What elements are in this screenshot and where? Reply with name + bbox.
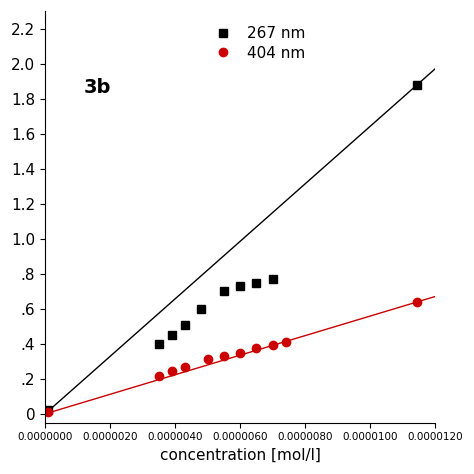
267 nm <box>221 289 227 294</box>
404 nm <box>46 409 51 415</box>
404 nm <box>182 364 188 369</box>
Line: 267 nm: 267 nm <box>44 81 421 415</box>
Text: 3b: 3b <box>84 78 111 98</box>
267 nm <box>156 341 162 346</box>
267 nm <box>198 306 204 311</box>
267 nm <box>182 322 188 328</box>
267 nm <box>46 408 51 413</box>
267 nm <box>270 276 275 282</box>
404 nm <box>221 353 227 359</box>
Line: 404 nm: 404 nm <box>44 298 421 416</box>
404 nm <box>270 342 275 347</box>
404 nm <box>169 368 175 374</box>
Legend: 267 nm, 404 nm: 267 nm, 404 nm <box>209 23 309 64</box>
404 nm <box>237 350 243 356</box>
404 nm <box>254 346 259 351</box>
267 nm <box>254 280 259 285</box>
X-axis label: concentration [mol/l]: concentration [mol/l] <box>160 448 320 463</box>
404 nm <box>156 374 162 379</box>
267 nm <box>414 82 420 88</box>
404 nm <box>283 339 288 345</box>
404 nm <box>205 356 210 362</box>
267 nm <box>237 283 243 289</box>
404 nm <box>414 299 420 305</box>
267 nm <box>169 332 175 338</box>
